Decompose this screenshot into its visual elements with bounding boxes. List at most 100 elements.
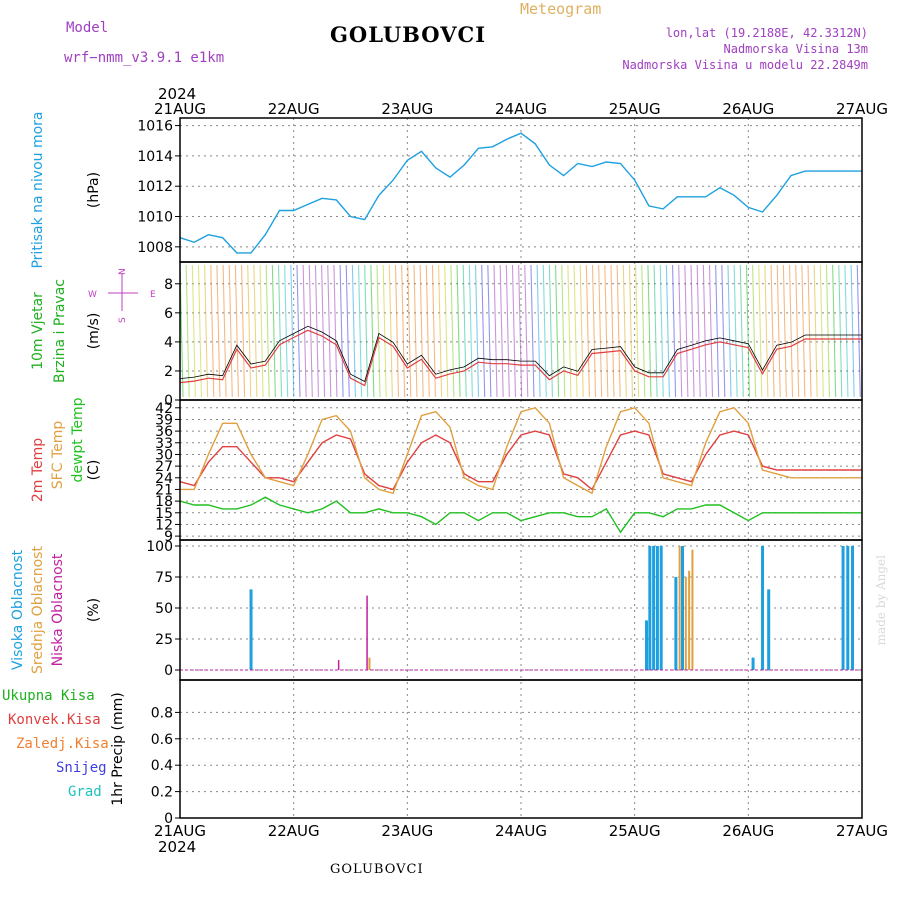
- wind-arrow: [524, 264, 529, 398]
- panel-label-cloud: Srednja Oblacnost: [30, 546, 46, 674]
- panel-frame-precip: [179, 679, 863, 819]
- series-line-wind-gust: [179, 325, 862, 383]
- wind-arrow: [542, 264, 547, 398]
- cloud-bar-0: [761, 546, 765, 670]
- wind-arrow: [776, 264, 781, 398]
- y-tick-label: 27: [155, 459, 173, 475]
- wind-arrow: [598, 264, 603, 398]
- wind-arrow: [838, 264, 843, 398]
- y-tick-label: 4: [164, 335, 173, 351]
- wind-arrow: [333, 264, 338, 398]
- cloud-bar-0: [751, 657, 755, 670]
- wind-arrow: [678, 264, 683, 398]
- unit-label: (C): [86, 460, 102, 481]
- wind-arrow: [727, 264, 732, 398]
- wind-arrow: [832, 264, 837, 398]
- y-tick-label: 0: [164, 663, 173, 679]
- wind-arrow: [752, 264, 757, 398]
- day-label-top: 22AUG: [268, 100, 320, 118]
- wind-arrow: [807, 264, 812, 398]
- y-tick-label: 42: [155, 401, 173, 417]
- wind-arrow: [271, 264, 276, 398]
- y-tick-label: 6: [164, 306, 173, 322]
- y-tick-label: 9: [164, 529, 173, 545]
- y-tick-label: 0.6: [151, 732, 173, 748]
- cloud-bar-0: [674, 577, 678, 670]
- y-tick-label: 36: [155, 424, 173, 440]
- y-tick-label: 33: [155, 436, 173, 452]
- wind-arrow: [647, 264, 652, 398]
- wind-arrow: [745, 264, 750, 398]
- panel-label-pressure: Pritisak na nivou mora: [30, 111, 46, 268]
- y-tick-label: 50: [155, 601, 173, 617]
- wind-arrow: [487, 264, 492, 398]
- wind-arrow: [788, 264, 794, 398]
- wind-arrow: [721, 264, 726, 398]
- wind-arrow: [573, 264, 578, 398]
- wind-arrow: [702, 264, 707, 398]
- panel-label-precip: Konvek.Kisa: [8, 712, 101, 728]
- wind-arrow: [407, 264, 412, 398]
- day-label-top: 27AUG: [836, 100, 888, 118]
- panel-label-precip: Snijeg: [56, 760, 107, 776]
- y-tick-label: 0.4: [151, 758, 173, 774]
- wind-arrow: [782, 264, 787, 398]
- lon-lat: lon,lat (19.2188E, 42.3312N): [665, 26, 868, 40]
- y-tick-label: 75: [155, 570, 173, 586]
- wind-arrow: [339, 264, 344, 398]
- panel-label-precip: Grad: [68, 784, 102, 800]
- y-tick-label: 100: [146, 539, 173, 555]
- wind-arrow: [216, 264, 221, 398]
- wind-arrow: [265, 264, 270, 398]
- wind-arrow: [758, 264, 763, 398]
- wind-arrow: [247, 264, 252, 398]
- wind-arrow: [382, 264, 387, 398]
- elevation: Nadmorska Visina 13m: [723, 42, 869, 56]
- wind-arrow: [468, 264, 473, 398]
- day-label-top: 26AUG: [722, 100, 774, 118]
- wind-arrow: [795, 264, 800, 398]
- panel-label-temp: SFC Temp: [50, 421, 66, 490]
- day-label-top: 23AUG: [381, 100, 433, 118]
- y-tick-label: 1012: [137, 179, 173, 195]
- wind-arrow: [370, 264, 375, 398]
- product-title: Meteogram: [520, 0, 602, 18]
- unit-label: (m/s): [86, 313, 102, 350]
- wind-arrow: [351, 264, 356, 398]
- wind-arrow: [505, 264, 510, 398]
- cloud-bar-1: [684, 577, 687, 670]
- y-tick-label: 1016: [137, 119, 173, 135]
- unit-label: (%): [86, 598, 102, 622]
- wind-arrow: [185, 264, 190, 398]
- wind-arrow: [610, 264, 615, 398]
- wind-arrow: [548, 264, 553, 398]
- wind-arrow: [401, 264, 406, 398]
- wind-arrow: [739, 264, 744, 398]
- compass-s: S: [118, 317, 128, 323]
- wind-arrow: [813, 264, 818, 398]
- wind-arrow: [696, 264, 701, 398]
- series-line-wind: [179, 329, 862, 387]
- y-tick-label: 2: [164, 364, 173, 380]
- wind-arrow: [555, 264, 560, 398]
- wind-arrow: [530, 264, 535, 398]
- panel-label-precip: Zaledj.Kisa: [16, 736, 109, 752]
- y-tick-label: 0.2: [151, 785, 173, 801]
- cloud-bar-2: [337, 660, 340, 670]
- cloud-bar-2: [366, 595, 368, 670]
- wind-arrow: [856, 264, 861, 398]
- cloud-bar-0: [846, 546, 850, 670]
- wind-arrow: [456, 264, 461, 398]
- cloud-bar-1: [678, 546, 681, 670]
- day-label-bottom: 25AUG: [609, 822, 661, 840]
- wind-arrow: [770, 264, 775, 398]
- wind-arrow: [394, 264, 400, 398]
- wind-arrow: [604, 264, 609, 398]
- wind-arrow: [561, 264, 566, 398]
- panel-label-wind: Brzina i Pravac: [52, 279, 68, 383]
- wind-arrow: [764, 264, 769, 398]
- day-label-bottom: 27AUG: [836, 822, 888, 840]
- wind-arrow: [241, 264, 246, 398]
- wind-arrow: [462, 264, 467, 398]
